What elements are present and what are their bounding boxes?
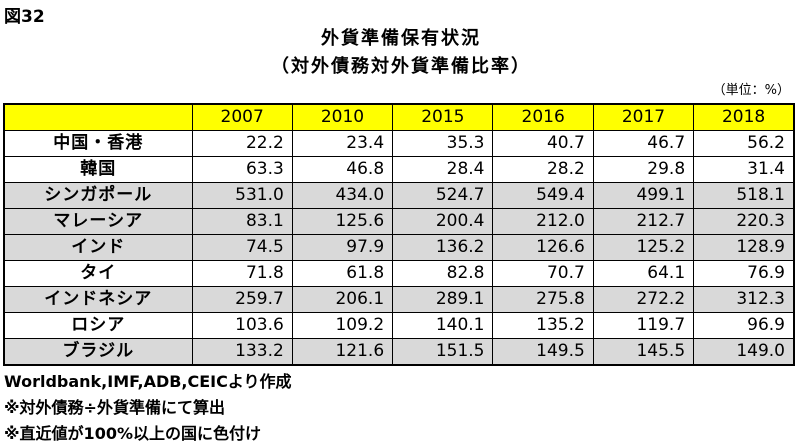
- table-title: 外貨準備保有状況: [321, 28, 481, 49]
- table-cell: 206.1: [291, 286, 394, 313]
- table-cell: 136.2: [392, 234, 494, 261]
- table-row: インドネシア 259.7 206.1 289.1 275.8 272.2 312.3: [3, 286, 795, 313]
- table-cell: 46.7: [592, 130, 695, 157]
- table-cell: 135.2: [492, 312, 594, 339]
- table-cell: 74.5: [191, 234, 293, 261]
- table-cell: 96.9: [693, 312, 795, 339]
- table-cell: 40.7: [492, 130, 594, 157]
- header-row: 2007 2010 2015 2016 2017 2018: [3, 103, 795, 131]
- table-row: ロシア 103.6 109.2 140.1 135.2 119.7 96.9: [3, 312, 795, 339]
- table-cell: 119.7: [592, 312, 695, 339]
- table-subtitle: （対外債務対外貨準備比率）: [271, 56, 531, 77]
- table-row: マレーシア 83.1 125.6 200.4 212.0 212.7 220.3: [3, 208, 795, 235]
- reserve-ratio-table: 2007 2010 2015 2016 2017 2018 中国・香港 22.2 23.4 35…: [3, 103, 795, 366]
- table-cell: 22.2: [191, 130, 293, 157]
- table-cell: 149.5: [492, 338, 594, 366]
- table-cell: 83.1: [191, 208, 293, 235]
- note-calculation: ※対外債務÷外貨準備にて算出: [4, 398, 225, 417]
- table-cell: 126.6: [492, 234, 594, 261]
- table-cell: 128.9: [693, 234, 795, 261]
- table-row: 中国・香港 22.2 23.4 35.3 40.7 46.7 56.2: [3, 130, 795, 157]
- table-cell: 275.8: [492, 286, 594, 313]
- table-body: 中国・香港 22.2 23.4 35.3 40.7 46.7 56.2 韓国 63.3 46.8 2…: [3, 130, 795, 366]
- table-cell: 63.3: [191, 156, 293, 183]
- notes: Worldbank,IMF,ADB,CEICより作成 ※対外債務÷外貨準備にて算…: [4, 369, 292, 447]
- table-cell: 76.9: [693, 260, 795, 287]
- row-label: タイ: [3, 260, 193, 287]
- row-label: インドネシア: [3, 286, 193, 313]
- row-label: 中国・香港: [3, 130, 193, 157]
- table-cell: 31.4: [693, 156, 795, 183]
- header-corner: [3, 103, 193, 131]
- table-cell: 549.4: [492, 182, 594, 209]
- table-cell: 312.3: [693, 286, 795, 313]
- table-cell: 531.0: [191, 182, 293, 209]
- table-cell: 64.1: [592, 260, 695, 287]
- table-cell: 524.7: [392, 182, 494, 209]
- table-cell: 35.3: [392, 130, 494, 157]
- row-label: ロシア: [3, 312, 193, 339]
- table-row: タイ 71.8 61.8 82.8 70.7 64.1 76.9: [3, 260, 795, 287]
- table-cell: 71.8: [191, 260, 293, 287]
- column-header-2017: 2017: [592, 103, 695, 131]
- table-row: インド 74.5 97.9 136.2 126.6 125.2 128.9: [3, 234, 795, 261]
- column-header-2018: 2018: [693, 103, 795, 131]
- table-cell: 29.8: [592, 156, 695, 183]
- table-cell: 220.3: [693, 208, 795, 235]
- table-cell: 121.6: [291, 338, 394, 366]
- table-cell: 145.5: [592, 338, 695, 366]
- table-cell: 61.8: [291, 260, 394, 287]
- column-header-2016: 2016: [492, 103, 594, 131]
- table-cell: 82.8: [392, 260, 494, 287]
- table-cell: 212.7: [592, 208, 695, 235]
- table-cell: 97.9: [291, 234, 394, 261]
- table-cell: 151.5: [392, 338, 494, 366]
- table-cell: 46.8: [291, 156, 394, 183]
- row-label: 韓国: [3, 156, 193, 183]
- note-highlight: ※直近値が100%以上の国に色付け: [4, 424, 261, 443]
- column-header-2010: 2010: [291, 103, 394, 131]
- table-cell: 28.2: [492, 156, 594, 183]
- table-cell: 259.7: [191, 286, 293, 313]
- table-cell: 499.1: [592, 182, 695, 209]
- unit-label: （単位：%）: [712, 83, 790, 98]
- row-label: ブラジル: [3, 338, 193, 366]
- row-label: シンガポール: [3, 182, 193, 209]
- table-cell: 56.2: [693, 130, 795, 157]
- table-cell: 70.7: [492, 260, 594, 287]
- note-source: Worldbank,IMF,ADB,CEICより作成: [4, 372, 292, 391]
- table-cell: 518.1: [693, 182, 795, 209]
- table-cell: 272.2: [592, 286, 695, 313]
- table-cell: 28.4: [392, 156, 494, 183]
- table-cell: 125.2: [592, 234, 695, 261]
- table-cell: 133.2: [191, 338, 293, 366]
- table-cell: 212.0: [492, 208, 594, 235]
- column-header-2007: 2007: [191, 103, 293, 131]
- table-cell: 23.4: [291, 130, 394, 157]
- table-cell: 149.0: [693, 338, 795, 366]
- table-cell: 140.1: [392, 312, 494, 339]
- table-cell: 289.1: [392, 286, 494, 313]
- table-row: 韓国 63.3 46.8 28.4 28.2 29.8 31.4: [3, 156, 795, 183]
- figure-label: 図32: [4, 7, 45, 27]
- table-cell: 125.6: [291, 208, 394, 235]
- table-row: ブラジル 133.2 121.6 151.5 149.5 145.5 149.0: [3, 338, 795, 366]
- table-cell: 200.4: [392, 208, 494, 235]
- table-cell: 103.6: [191, 312, 293, 339]
- row-label: マレーシア: [3, 208, 193, 235]
- table-cell: 109.2: [291, 312, 394, 339]
- column-header-2015: 2015: [392, 103, 494, 131]
- table-cell: 434.0: [291, 182, 394, 209]
- row-label: インド: [3, 234, 193, 261]
- table-row: シンガポール 531.0 434.0 524.7 549.4 499.1 518.1: [3, 182, 795, 209]
